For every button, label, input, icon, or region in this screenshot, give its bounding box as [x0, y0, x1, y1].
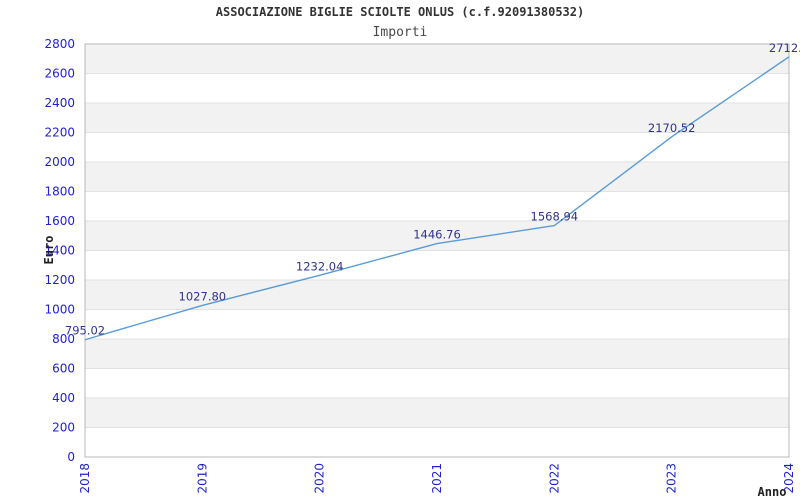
- background-band: [85, 162, 789, 192]
- y-axis-title: Euro: [42, 236, 56, 265]
- data-label: 1568.94: [531, 210, 579, 224]
- background-band: [85, 103, 789, 133]
- x-tick-label: 2019: [195, 463, 209, 494]
- x-tick-label: 2024: [782, 463, 796, 494]
- y-tick-label: 1600: [44, 214, 75, 228]
- y-tick-label: 2800: [44, 37, 75, 51]
- y-tick-label: 1400: [44, 244, 75, 258]
- data-label: 795.02: [65, 324, 105, 338]
- y-tick-label: 400: [52, 391, 75, 405]
- plot-border: [84, 43, 790, 458]
- x-tick-label: 2018: [78, 463, 92, 494]
- data-label: 2712.9: [769, 41, 800, 55]
- y-tick-label: 1000: [44, 303, 75, 317]
- y-tick-label: 1800: [44, 185, 75, 199]
- x-tick-label: 2021: [430, 463, 444, 494]
- y-tick-label: 2400: [44, 96, 75, 110]
- chart-title: ASSOCIAZIONE BIGLIE SCIOLTE ONLUS (c.f.9…: [215, 5, 585, 19]
- background-band: [85, 339, 789, 369]
- x-tick-label: 2020: [313, 463, 327, 494]
- y-tick-label: 2600: [44, 67, 75, 81]
- x-tick-label: 2022: [547, 463, 561, 494]
- chart-subtitle: Importi: [372, 25, 428, 40]
- data-label: 1027.80: [179, 289, 227, 303]
- y-tick-label: 2200: [44, 126, 75, 140]
- background-band: [85, 44, 789, 74]
- data-label: 1232.04: [296, 259, 344, 273]
- background-band: [85, 221, 789, 251]
- background-band: [85, 280, 789, 310]
- y-tick-label: 0: [67, 450, 75, 464]
- y-tick-label: 600: [52, 362, 75, 376]
- data-label: 1446.76: [413, 228, 461, 242]
- data-label: 2170.52: [648, 121, 696, 135]
- x-axis-title: Anno: [758, 485, 787, 499]
- background-band: [85, 398, 789, 428]
- x-tick-label: 2023: [665, 463, 679, 494]
- series-line: [84, 56, 790, 341]
- y-tick-label: 800: [52, 332, 75, 346]
- y-tick-label: 2000: [44, 155, 75, 169]
- y-tick-label: 200: [52, 421, 75, 435]
- y-tick-label: 1200: [44, 273, 75, 287]
